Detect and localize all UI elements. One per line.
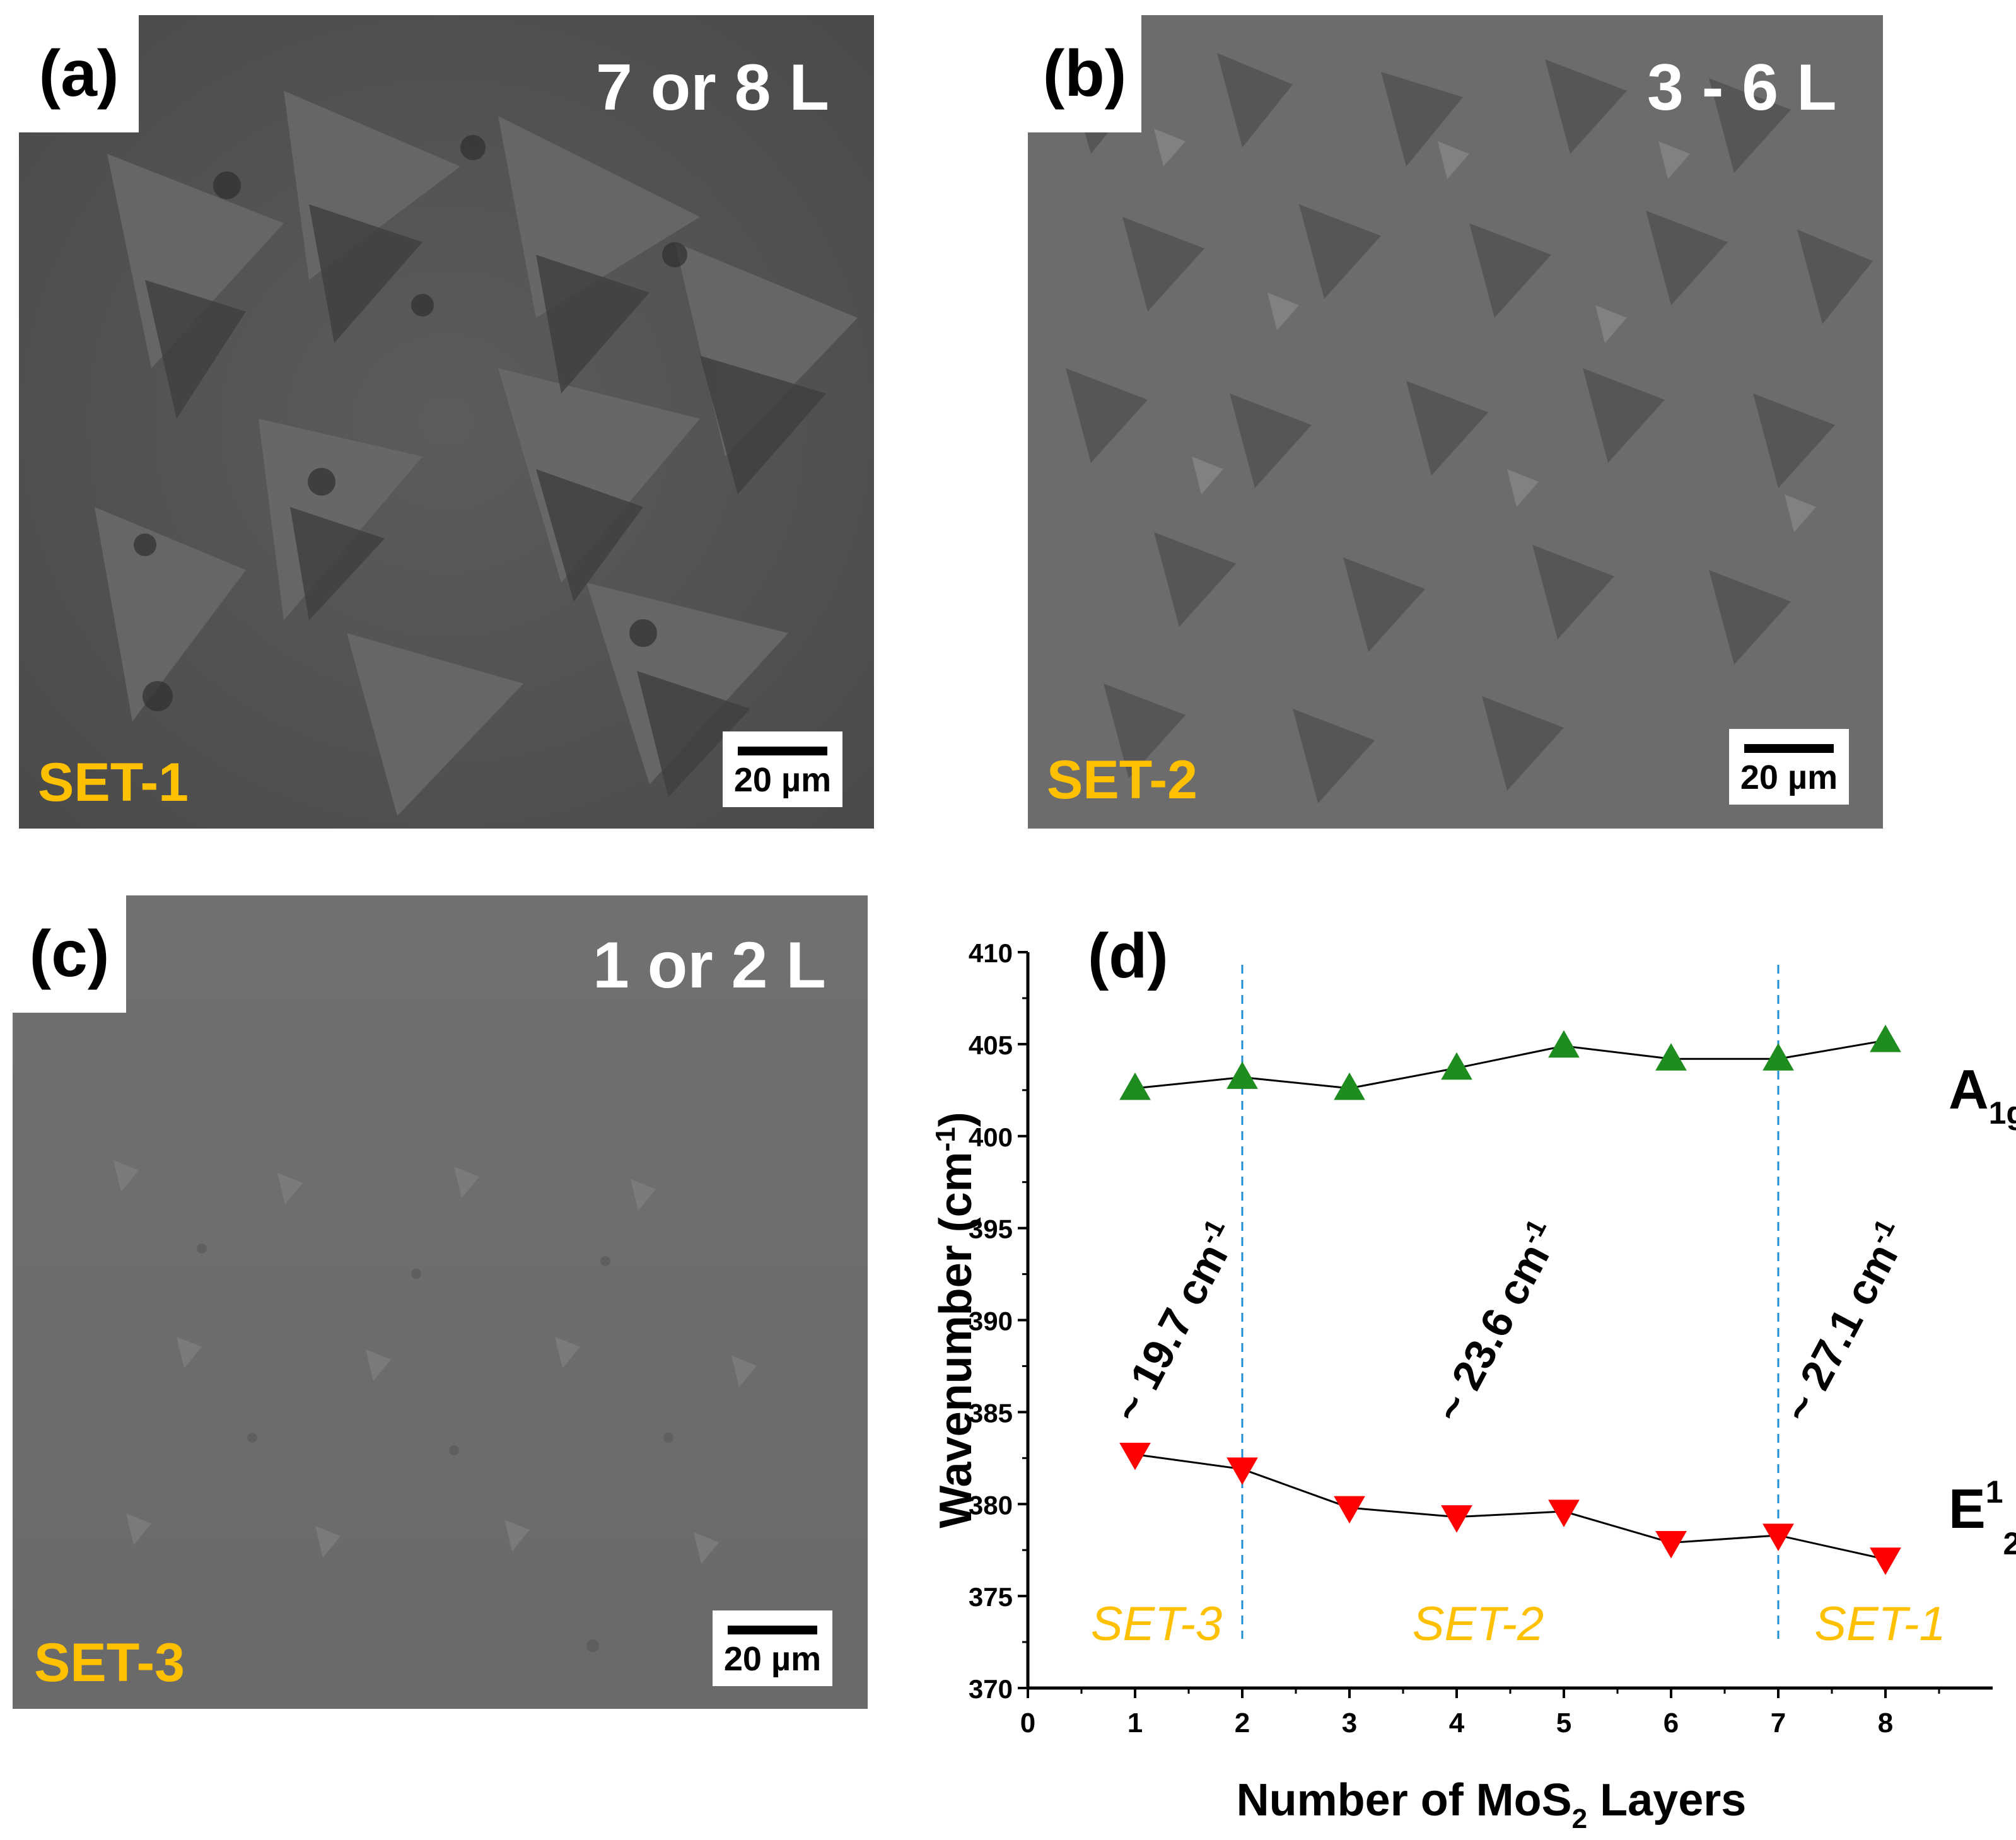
raman-chart: (d) 370 375 380 385 390 395 400 405 410 0 1 2 3 4 5 6 7 8… xyxy=(930,921,2016,1834)
x-tick-label: 5 xyxy=(1556,1708,1571,1738)
x-tick-label: 6 xyxy=(1663,1708,1679,1738)
sem-image-c xyxy=(13,895,868,1709)
data-point-A1g xyxy=(1119,1072,1151,1100)
scale-bar-line xyxy=(728,1626,817,1634)
data-point-A1g xyxy=(1226,1061,1258,1089)
difference-annotation: ~ 19.7 cm-1 xyxy=(1102,1214,1248,1430)
panel-label-c: (c) xyxy=(13,895,126,1013)
sem-panel-c: (c) 1 or 2 L SET-3 20 µm xyxy=(13,895,868,1709)
data-point-A1g xyxy=(1334,1072,1365,1100)
data-point-E12g xyxy=(1655,1531,1687,1559)
scale-bar-a: 20 µm xyxy=(723,731,842,807)
region-label-set-3: SET-3 xyxy=(1091,1597,1222,1651)
y-tick-label: 370 xyxy=(969,1674,1013,1704)
difference-annotation: ~ 27.1 cm-1 xyxy=(1772,1214,1918,1430)
data-point-A1g xyxy=(1655,1043,1687,1071)
x-tick-label: 3 xyxy=(1342,1708,1357,1738)
x-axis-title: Number of MoS2 Layers xyxy=(1237,1775,1747,1834)
scale-bar-text: 20 µm xyxy=(1740,759,1838,796)
data-point-A1g xyxy=(1548,1030,1580,1058)
data-point-A1g xyxy=(1441,1052,1472,1080)
y-tick-label: 390 xyxy=(969,1307,1013,1336)
region-label-set-2: SET-2 xyxy=(1413,1597,1544,1651)
scale-bar-line xyxy=(1744,744,1834,753)
set-label-c: SET-3 xyxy=(34,1633,185,1693)
data-point-E12g xyxy=(1119,1442,1151,1470)
layer-count-a: 7 or 8 L xyxy=(596,51,829,124)
y-tick-label: 380 xyxy=(969,1490,1013,1520)
x-tick-label: 1 xyxy=(1127,1708,1143,1738)
data-point-E12g xyxy=(1870,1547,1901,1575)
chart-axes: 370 375 380 385 390 395 400 405 410 0 1 2 3 4 5 6 7 8 Numb… xyxy=(930,938,1993,1834)
difference-annotation: ~ 23.6 cm-1 xyxy=(1423,1214,1570,1430)
region-label-set-1: SET-1 xyxy=(1814,1597,1945,1651)
series-label-A1g: A1g xyxy=(1949,1058,2016,1131)
sem-image-b xyxy=(1028,15,1883,829)
y-tick-label: 400 xyxy=(969,1122,1013,1152)
sem-panel-b: (b) 3 - 6 L SET-2 20 µm xyxy=(1028,15,1883,829)
data-point-E12g xyxy=(1441,1505,1472,1533)
series-label-E12g: E12g xyxy=(1949,1474,2016,1561)
set-label-a: SET-1 xyxy=(38,752,189,813)
chart-labels: A1g E12g ~ 19.7 cm-1 ~ 23.6 cm-1 ~ 27.1 cm-1… xyxy=(1091,1058,2016,1651)
data-point-E12g xyxy=(1763,1523,1794,1551)
y-tick-label: 385 xyxy=(969,1398,1013,1428)
scale-bar-text: 20 µm xyxy=(723,1640,822,1678)
x-tick-label: 0 xyxy=(1020,1708,1035,1738)
set-label-b: SET-2 xyxy=(1047,750,1197,810)
y-tick-label: 375 xyxy=(969,1582,1013,1612)
sem-panel-a: (a) 7 or 8 L SET-1 20 µm xyxy=(19,15,874,829)
layer-count-b: 3 - 6 L xyxy=(1647,51,1837,124)
data-point-E12g xyxy=(1548,1499,1580,1527)
data-point-E12g xyxy=(1226,1457,1258,1485)
y-tick-label: 395 xyxy=(969,1214,1013,1244)
scale-bar-text: 20 µm xyxy=(733,761,832,799)
panel-label-b: (b) xyxy=(1028,15,1141,132)
series-line-E12g xyxy=(1134,1453,1886,1561)
x-tick-label: 2 xyxy=(1235,1708,1250,1738)
x-tick-label: 7 xyxy=(1771,1708,1786,1738)
scale-bar-line xyxy=(738,747,827,755)
data-point-A1g xyxy=(1870,1025,1901,1052)
series-line-A1g xyxy=(1134,1039,1886,1090)
layer-count-c: 1 or 2 L xyxy=(593,929,826,1002)
panel-label-a: (a) xyxy=(19,15,139,132)
chart-series xyxy=(1119,1025,1901,1575)
data-point-E12g xyxy=(1334,1496,1365,1524)
y-axis-title: Wavenumber (cm-1) xyxy=(930,1112,981,1528)
data-point-A1g xyxy=(1763,1043,1794,1071)
scale-bar-b: 20 µm xyxy=(1729,729,1849,805)
scale-bar-c: 20 µm xyxy=(713,1610,832,1686)
sem-image-a xyxy=(19,15,874,829)
y-tick-label: 405 xyxy=(969,1030,1013,1060)
x-tick-label: 4 xyxy=(1449,1708,1465,1738)
x-tick-label: 8 xyxy=(1878,1708,1893,1738)
panel-label-d: (d) xyxy=(1088,921,1168,991)
y-tick-label: 410 xyxy=(969,938,1013,968)
